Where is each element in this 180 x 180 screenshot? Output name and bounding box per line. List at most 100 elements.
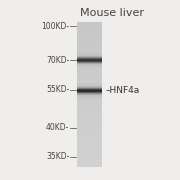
Bar — [76, 149, 102, 150]
Bar — [76, 28, 102, 29]
Bar — [76, 101, 102, 102]
Bar — [76, 129, 102, 130]
Bar — [76, 107, 102, 108]
Bar — [76, 56, 102, 57]
Bar — [76, 118, 102, 119]
Bar — [76, 91, 102, 92]
Bar — [76, 75, 102, 76]
Bar — [76, 90, 102, 91]
Bar — [76, 156, 102, 158]
Bar — [76, 158, 102, 159]
Bar — [76, 77, 102, 79]
Bar — [76, 113, 102, 114]
Bar — [76, 41, 102, 42]
Bar — [76, 60, 102, 62]
Bar — [76, 154, 102, 155]
Bar — [76, 137, 102, 138]
Bar — [76, 67, 102, 68]
Bar — [76, 159, 102, 160]
Bar — [76, 147, 102, 148]
Bar — [76, 93, 102, 94]
Bar — [76, 165, 102, 166]
Bar — [76, 25, 102, 26]
Bar — [76, 97, 102, 98]
Bar — [76, 155, 102, 156]
Bar — [76, 85, 102, 86]
Bar — [76, 56, 102, 57]
Bar — [76, 94, 102, 95]
Bar — [76, 120, 102, 121]
Bar — [76, 119, 102, 120]
Bar — [76, 74, 102, 75]
Bar — [76, 116, 102, 118]
Bar — [76, 92, 102, 93]
Bar — [76, 47, 102, 48]
Bar — [76, 23, 102, 24]
Bar — [76, 52, 102, 53]
Bar — [76, 57, 102, 58]
Bar — [76, 42, 102, 43]
Bar — [76, 115, 102, 116]
Bar — [76, 59, 102, 60]
Bar — [76, 87, 102, 88]
Bar — [76, 105, 102, 107]
Bar — [76, 65, 102, 66]
Bar — [76, 60, 102, 61]
Bar — [76, 22, 102, 23]
Bar — [76, 109, 102, 110]
Bar — [76, 122, 102, 124]
Bar — [76, 57, 102, 58]
Bar — [76, 124, 102, 125]
Bar — [76, 143, 102, 144]
Bar — [76, 127, 102, 129]
Bar — [76, 34, 102, 35]
Bar — [76, 79, 102, 80]
Bar — [76, 86, 102, 87]
Bar — [76, 88, 102, 90]
Bar — [76, 94, 102, 95]
Bar — [76, 51, 102, 52]
Bar — [76, 54, 102, 55]
Bar — [76, 35, 102, 36]
Bar — [76, 160, 102, 161]
Text: 100KD-: 100KD- — [41, 22, 69, 31]
Bar — [76, 108, 102, 109]
Bar — [76, 152, 102, 153]
Bar — [76, 73, 102, 74]
Bar — [76, 45, 102, 46]
Bar — [76, 164, 102, 165]
Bar — [76, 111, 102, 113]
Bar — [76, 92, 102, 93]
Bar — [76, 63, 102, 64]
Bar — [76, 50, 102, 51]
Bar — [76, 84, 102, 85]
Bar — [76, 26, 102, 28]
Bar — [76, 59, 102, 60]
Bar — [76, 67, 102, 68]
Bar — [76, 135, 102, 136]
Bar — [76, 98, 102, 99]
Bar — [76, 85, 102, 86]
Bar — [76, 86, 102, 87]
Bar — [76, 138, 102, 140]
Bar — [76, 61, 102, 62]
Bar — [76, 133, 102, 135]
Bar — [76, 121, 102, 122]
Bar — [76, 53, 102, 54]
Bar — [76, 58, 102, 59]
Bar — [76, 145, 102, 147]
Bar — [76, 64, 102, 65]
Bar — [76, 58, 102, 59]
Bar — [76, 97, 102, 98]
Bar — [76, 30, 102, 31]
Text: Mouse liver: Mouse liver — [80, 8, 144, 18]
Bar — [76, 94, 102, 96]
Bar — [76, 76, 102, 77]
Text: 40KD-: 40KD- — [46, 123, 69, 132]
Text: 70KD-: 70KD- — [46, 56, 69, 65]
Bar — [76, 33, 102, 34]
Bar — [76, 83, 102, 84]
Bar — [76, 29, 102, 30]
Bar — [76, 141, 102, 142]
Bar — [76, 130, 102, 131]
